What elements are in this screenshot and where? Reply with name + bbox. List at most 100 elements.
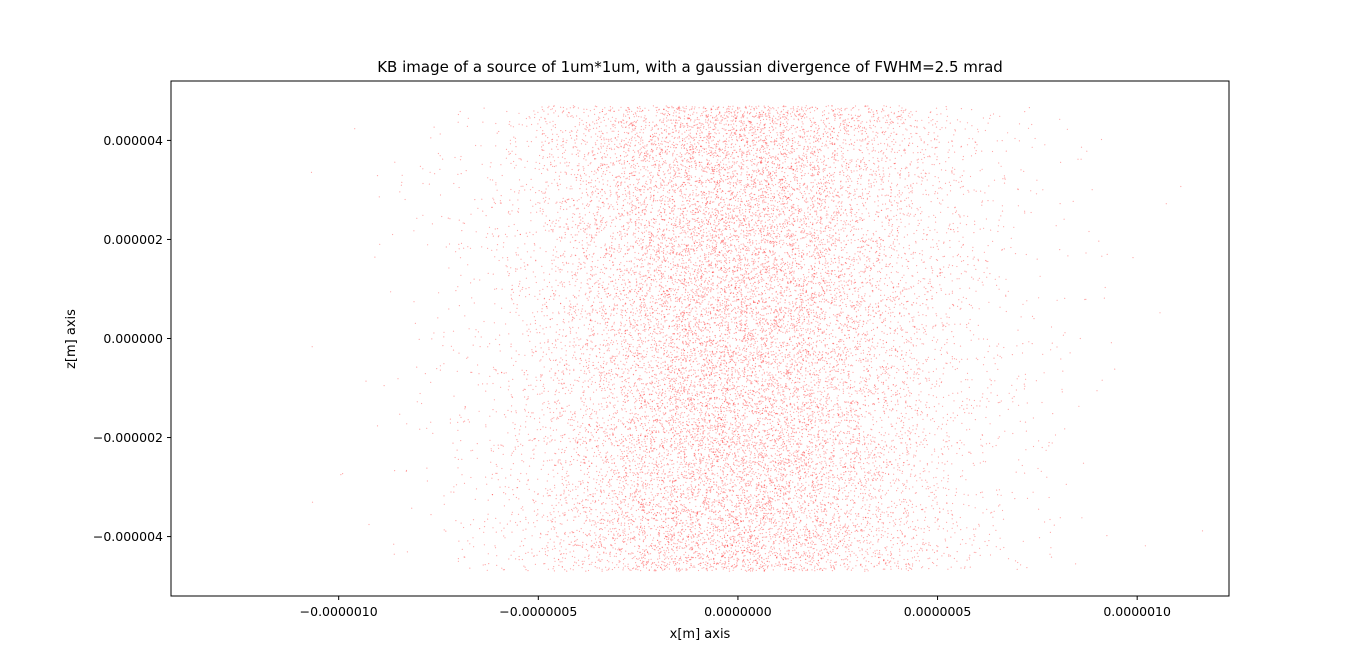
scatter-point [556,143,559,145]
scatter-point [670,366,672,368]
scatter-point [814,296,816,298]
scatter-point [659,488,661,490]
scatter-point [902,111,904,114]
scatter-point [671,277,673,279]
scatter-point [651,375,653,377]
scatter-point [872,552,874,554]
scatter-point [615,555,617,558]
scatter-point [734,554,737,556]
scatter-point [886,298,888,301]
scatter-point [859,340,861,342]
scatter-point [695,334,697,336]
scatter-point [1033,318,1035,320]
scatter-point [851,275,853,277]
scatter-point [817,433,819,436]
scatter-point [739,308,741,310]
scatter-point [740,478,743,480]
scatter-point [726,143,728,145]
scatter-point [854,253,856,255]
scatter-point [859,114,862,116]
scatter-point [1034,137,1036,140]
scatter-point [668,343,670,345]
scatter-point [580,369,582,371]
scatter-point [798,305,801,307]
scatter-point [810,204,812,207]
scatter-point [868,309,870,311]
scatter-point [557,417,559,420]
scatter-point [937,528,939,530]
scatter-point [651,431,654,433]
scatter-point [555,270,557,272]
scatter-point [905,282,907,284]
scatter-point [767,353,769,355]
scatter-point [757,265,759,267]
scatter-point [859,165,861,167]
scatter-point [615,367,617,369]
scatter-point [850,239,852,241]
scatter-point [641,407,643,409]
scatter-point [1088,230,1090,233]
scatter-point [602,397,604,399]
scatter-point [942,453,944,456]
scatter-point [695,247,698,249]
scatter-point [680,429,682,431]
scatter-point [631,443,633,445]
scatter-point [757,557,759,560]
scatter-point [836,496,838,498]
scatter-point [742,540,744,542]
scatter-point [755,489,757,491]
scatter-point [814,167,816,169]
scatter-point [931,505,933,507]
scatter-point [826,344,828,346]
scatter-point [715,448,718,450]
scatter-point [721,537,723,540]
scatter-point [640,315,643,317]
scatter-point [736,560,739,562]
scatter-point [748,542,750,544]
scatter-point [817,431,820,433]
scatter-point [871,496,873,498]
scatter-point [756,322,758,324]
scatter-point [705,387,708,389]
scatter-point [583,511,585,513]
scatter-point [713,539,715,541]
scatter-point [503,535,505,537]
scatter-point [841,478,844,480]
scatter-point [982,393,984,395]
scatter-point [733,112,736,114]
scatter-point [909,356,911,358]
scatter-point [718,433,720,435]
scatter-point [749,460,751,462]
scatter-point [627,192,629,194]
scatter-point [810,451,813,453]
scatter-point [772,522,775,524]
scatter-point [754,461,756,463]
scatter-point [607,343,609,345]
scatter-point [734,132,736,134]
scatter-point [777,534,779,536]
scatter-point [832,367,834,369]
scatter-point [847,374,849,376]
scatter-point [646,252,648,254]
scatter-point [951,170,953,172]
scatter-point [737,299,739,301]
scatter-point [580,228,582,230]
scatter-point [855,529,857,532]
scatter-point [739,512,741,514]
scatter-point [942,325,944,327]
scatter-point [636,132,638,134]
scatter-point [862,506,864,508]
scatter-point [1026,402,1028,404]
scatter-point [624,478,626,480]
scatter-point [717,427,719,429]
scatter-point [825,214,827,216]
scatter-point [682,125,684,127]
scatter-point [770,234,772,236]
scatter-point [738,262,740,264]
scatter-point [799,421,801,423]
scatter-point [674,361,676,363]
scatter-point [680,144,683,146]
scatter-point [496,564,498,567]
scatter-point [869,303,872,305]
scatter-point [931,285,933,287]
